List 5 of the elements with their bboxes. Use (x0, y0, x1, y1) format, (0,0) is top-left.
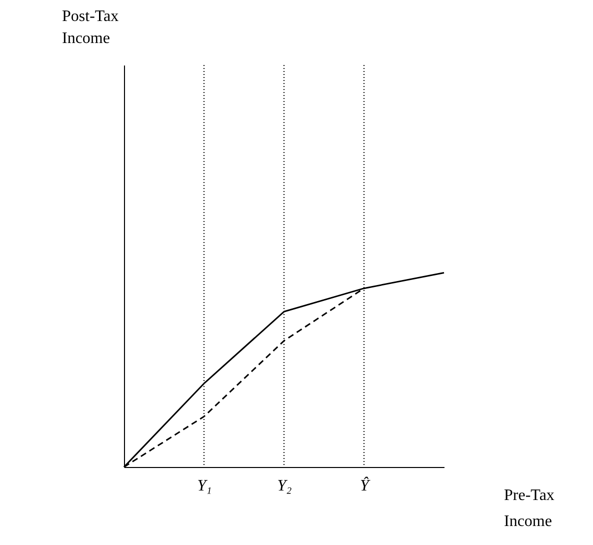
text: Post-Tax Income (62, 8, 119, 47)
x-tick-label: Y₁ (197, 478, 212, 494)
x-tick-label: Y₂ (277, 478, 292, 494)
x-tick-label: Ŷ (360, 476, 372, 494)
x-axis-title: Pre-Tax Income (504, 487, 554, 530)
